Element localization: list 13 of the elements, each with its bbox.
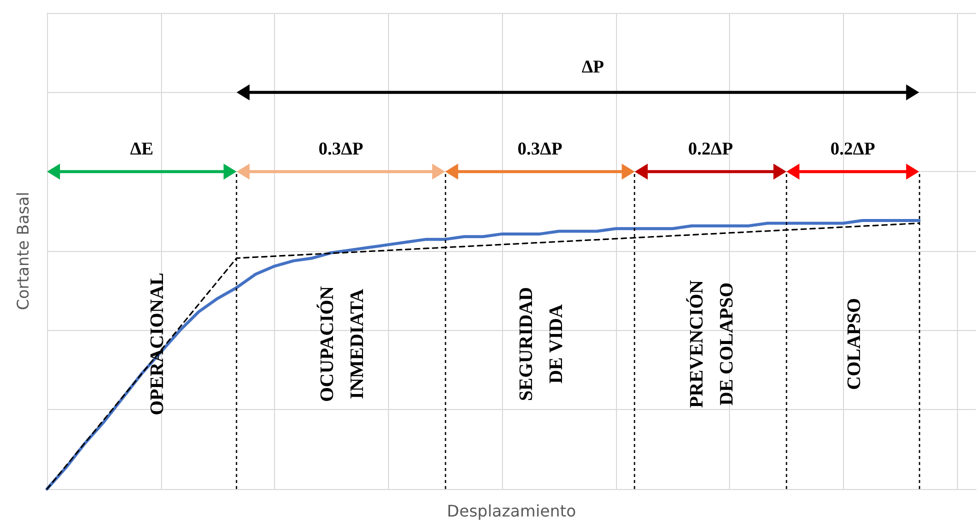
text: ΔE — [130, 138, 154, 159]
y-axis-title: Cortante Basal — [14, 192, 32, 310]
x-axis-title: Desplazamiento — [446, 502, 576, 520]
text: 0.3ΔP — [318, 138, 364, 159]
text: 0.2ΔP — [830, 138, 876, 159]
text: 0.3ΔP — [518, 138, 562, 159]
annotation: OCUPACIÓN INMEDIATA — [316, 286, 368, 402]
annotation: COLAPSO — [844, 298, 865, 390]
annotation: OPERACIONAL — [146, 272, 168, 416]
annotation: SEGURIDAD DE VIDA — [516, 286, 567, 402]
text: ΔP — [582, 56, 604, 76]
text: 0.2ΔP — [688, 138, 733, 159]
annotation: PREVENCIÓN DE COLAPSO — [686, 280, 738, 408]
